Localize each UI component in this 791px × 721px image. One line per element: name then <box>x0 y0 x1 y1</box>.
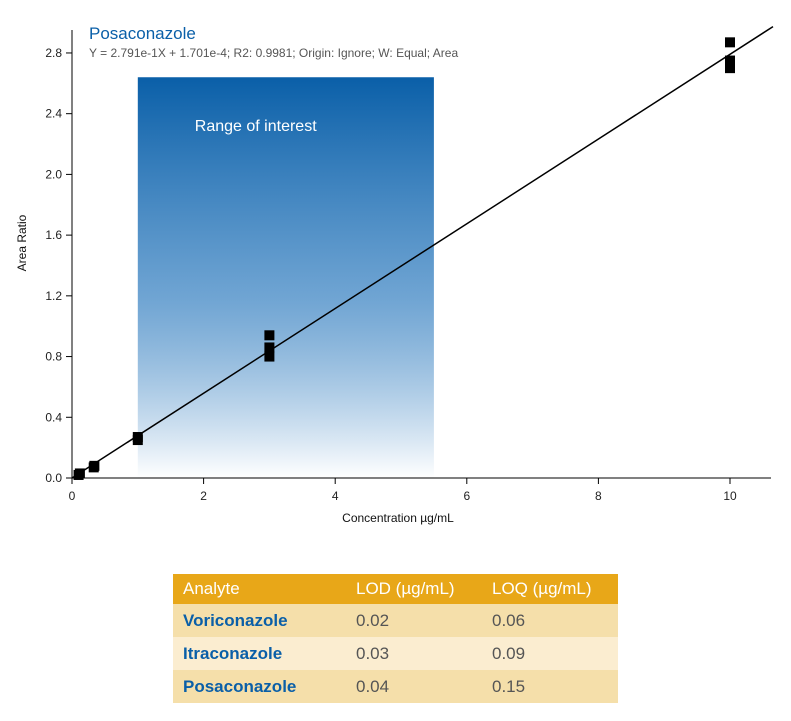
x-tick-label: 4 <box>332 489 339 503</box>
lod-loq-table: Analyte LOD (µg/mL) LOQ (µg/mL) Voricona… <box>173 574 618 703</box>
data-point <box>725 37 735 48</box>
y-tick-label: 0.0 <box>45 471 62 485</box>
data-point <box>725 55 735 66</box>
table-header-row: Analyte LOD (µg/mL) LOQ (µg/mL) <box>173 574 618 604</box>
regression-line <box>71 25 774 479</box>
table-row: Posaconazole 0.04 0.15 <box>173 670 618 703</box>
x-tick-label: 2 <box>200 489 207 503</box>
data-point <box>264 342 275 353</box>
y-tick-label: 2.4 <box>45 107 62 121</box>
y-tick-label: 2.0 <box>45 167 62 181</box>
table-row: Voriconazole 0.02 0.06 <box>173 604 618 637</box>
data-point <box>132 432 143 443</box>
column-header-analyte: Analyte <box>173 574 346 604</box>
table-row: Itraconazole 0.03 0.09 <box>173 637 618 670</box>
data-point <box>264 351 275 362</box>
x-tick-label: 10 <box>723 489 737 503</box>
x-tick-label: 0 <box>69 489 76 503</box>
x-tick-label: 8 <box>595 489 602 503</box>
y-tick-label: 2.8 <box>45 46 62 60</box>
analyte-cell: Voriconazole <box>173 604 346 637</box>
y-tick-label: 0.4 <box>45 410 62 424</box>
data-point <box>264 330 275 341</box>
y-tick-label: 1.6 <box>45 228 62 242</box>
y-tick-label: 1.2 <box>45 289 62 303</box>
calibration-chart: Range of interest 0 2 4 6 8 10 0.0 0.4 0.8 1.2 1.6… <box>15 24 774 525</box>
column-header-loq: LOQ (µg/mL) <box>482 574 618 604</box>
regression-equation: Y = 2.791e-1X + 1.701e-4; R2: 0.9981; Or… <box>89 46 458 60</box>
x-axis-title: Concentration µg/mL <box>342 511 454 525</box>
range-of-interest-band <box>137 77 434 479</box>
chart-title: Posaconazole <box>89 24 196 43</box>
axes: 0 2 4 6 8 10 0.0 0.4 0.8 1.2 1.6 2.0 2.4 2.8 <box>45 30 771 503</box>
y-axis-title: Area Ratio <box>15 214 29 271</box>
loq-cell: 0.09 <box>482 637 618 670</box>
data-point <box>725 63 735 74</box>
loq-cell: 0.06 <box>482 604 618 637</box>
lod-cell: 0.02 <box>346 604 482 637</box>
x-tick-label: 6 <box>463 489 470 503</box>
range-of-interest-label: Range of interest <box>195 118 317 135</box>
analyte-cell: Itraconazole <box>173 637 346 670</box>
y-tick-label: 0.8 <box>45 350 62 364</box>
column-header-lod: LOD (µg/mL) <box>346 574 482 604</box>
lod-cell: 0.03 <box>346 637 482 670</box>
analyte-cell: Posaconazole <box>173 670 346 703</box>
data-point <box>89 460 100 471</box>
lod-cell: 0.04 <box>346 670 482 703</box>
loq-cell: 0.15 <box>482 670 618 703</box>
